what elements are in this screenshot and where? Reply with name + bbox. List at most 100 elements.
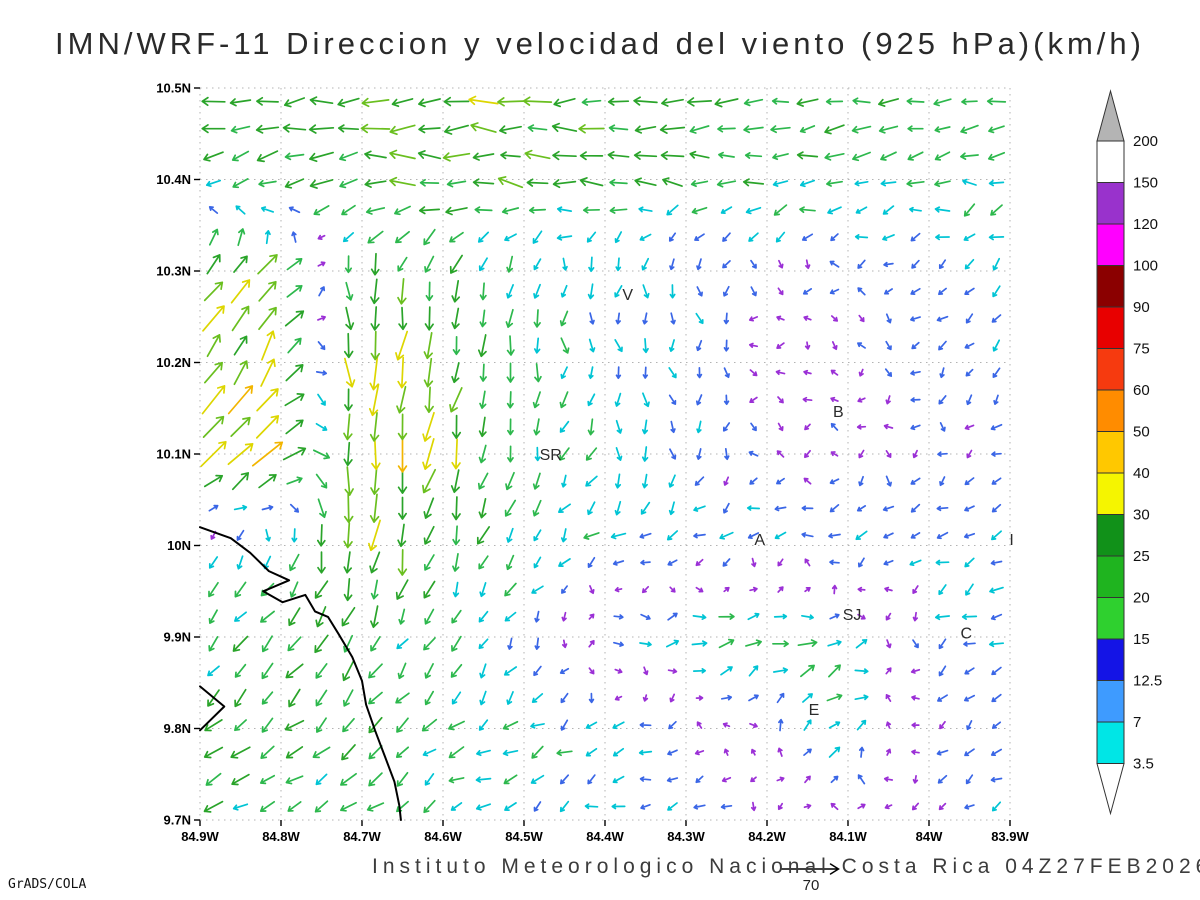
wind-arrow [424,663,434,679]
wind-arrow [722,232,731,242]
wind-arrow [397,356,407,389]
wind-arrow [773,613,788,620]
wind-arrow [561,611,567,622]
wind-arrow [204,719,223,732]
wind-arrow [478,416,487,438]
wind-arrow [396,385,407,414]
wind-arrow [370,467,380,495]
wind-arrow [723,339,730,352]
wind-arrow [578,124,605,134]
colorbar-label: 200 [1133,133,1158,150]
wind-arrow [666,777,679,783]
wind-arrow [696,366,703,379]
wind-arrow [291,528,298,543]
wind-arrow [852,151,871,162]
wind-arrow [882,205,895,215]
wind-arrow [585,747,598,757]
wind-arrow [587,774,596,785]
wind-arrow [368,519,381,552]
y-tick-label: 10.1N [156,447,191,462]
wind-arrow [201,124,226,134]
wind-arrow [206,254,221,275]
wind-arrow [450,802,463,811]
wind-arrow [344,388,353,412]
wind-arrow [234,611,247,622]
wind-arrow [797,639,818,647]
colorbar-label: 150 [1133,175,1158,192]
wind-arrow [579,177,604,187]
wind-arrow [479,390,487,409]
wind-arrow [778,259,784,269]
wind-arrow [964,748,975,757]
wind-arrow [990,613,1003,621]
wind-arrow [829,504,840,513]
wind-arrow [233,360,249,386]
wind-arrow [716,179,737,188]
wind-arrow [964,258,975,270]
wind-arrow [291,231,297,243]
wind-arrow [747,612,760,621]
wind-arrow [828,533,841,539]
wind-arrow [854,694,869,701]
wind-arrow [668,339,675,352]
wind-arrow [201,96,226,107]
wind-arrow [341,204,356,216]
wind-arrow [910,668,921,674]
colorbar-label: 25 [1133,548,1150,565]
wind-arrow [532,391,541,409]
wind-arrow [880,151,897,161]
wind-arrow [317,315,326,321]
wind-arrow [582,206,601,214]
wind-arrow [588,639,595,648]
wind-arrow [910,397,921,403]
wind-arrow [424,608,435,625]
wind-arrow [398,608,406,625]
wind-arrow [533,258,542,271]
wind-arrow [910,287,921,295]
wind-arrow [313,205,330,216]
wind-arrow [911,259,920,269]
wind-arrow [803,719,812,731]
wind-arrow [855,206,868,214]
wind-arrow [640,613,651,621]
wind-arrow [828,721,841,729]
wind-arrow [749,586,758,593]
wind-arrow [667,668,678,674]
wind-arrow [829,288,840,295]
wind-arrow [478,555,489,570]
wind-arrow [988,125,1005,134]
wind-arrow [723,312,730,325]
wind-arrow [936,749,949,756]
wind-arrow [990,423,1003,431]
wind-arrow [689,150,710,159]
wind-arrow [724,447,730,461]
wind-arrow [936,505,949,512]
wind-arrow [451,307,460,330]
wind-arrow [451,635,462,652]
wind-arrow [579,151,604,161]
wind-arrow [344,255,353,274]
wind-arrow [939,720,946,730]
wind-arrow [854,668,869,675]
wind-arrow [777,586,784,593]
wind-arrow [265,528,271,542]
wind-arrow [883,261,894,268]
wind-arrow [231,150,250,162]
wind-arrow [748,342,759,349]
wind-arrow [260,206,275,213]
wind-arrow [856,505,867,512]
wind-arrow [315,422,328,431]
wind-arrow [963,641,976,647]
wind-arrow [991,477,1002,485]
wind-arrow [722,285,730,297]
wind-arrow [479,690,487,706]
wind-arrow [720,666,733,676]
wind-arrow [208,609,218,624]
wind-arrow [370,278,380,305]
wind-arrow [288,206,301,214]
y-tick-label: 10.5N [156,81,191,96]
wind-arrow [965,368,974,377]
wind-arrow [361,97,390,108]
wind-arrow [368,691,383,705]
wind-arrow [506,335,515,356]
